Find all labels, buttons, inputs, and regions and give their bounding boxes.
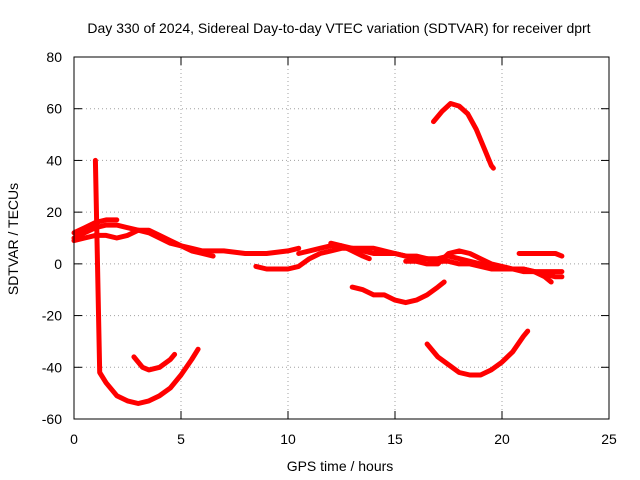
y-axis-label: SDTVAR / TECUs	[5, 183, 21, 295]
series-track-s10	[349, 279, 447, 306]
axis-ticks: 0 5 10 15 20 25 -60 -40 -20 0 20 40 60 80	[42, 49, 617, 447]
series-track-s4	[92, 157, 201, 406]
series-track-s12	[431, 101, 496, 171]
x-tick-label: 0	[70, 431, 78, 447]
plot-frame	[73, 56, 610, 420]
y-tick-label: -20	[42, 308, 62, 324]
chart-title: Day 330 of 2024, Sidereal Day-to-day VTE…	[87, 20, 590, 36]
series-track-s8	[328, 240, 372, 262]
y-tick-label: 80	[46, 49, 62, 65]
y-tick-label: -60	[42, 411, 62, 427]
data-series	[71, 101, 565, 406]
x-tick-label: 15	[387, 431, 403, 447]
x-tick-label: 5	[177, 431, 185, 447]
x-tick-label: 10	[280, 431, 296, 447]
series-track-s13	[516, 251, 565, 259]
x-tick-label: 20	[494, 431, 510, 447]
y-tick-label: 0	[54, 256, 62, 272]
x-tick-label: 25	[601, 431, 617, 447]
series-track-s9	[403, 248, 554, 285]
y-tick-label: -40	[42, 359, 62, 375]
x-axis-label: GPS time / hours	[287, 458, 394, 474]
y-tick-label: 40	[46, 152, 62, 168]
gridlines	[74, 57, 609, 419]
y-tick-label: 20	[46, 204, 62, 220]
series-track-s5	[131, 351, 178, 373]
series-track-s11	[424, 328, 531, 378]
y-tick-label: 60	[46, 101, 62, 117]
